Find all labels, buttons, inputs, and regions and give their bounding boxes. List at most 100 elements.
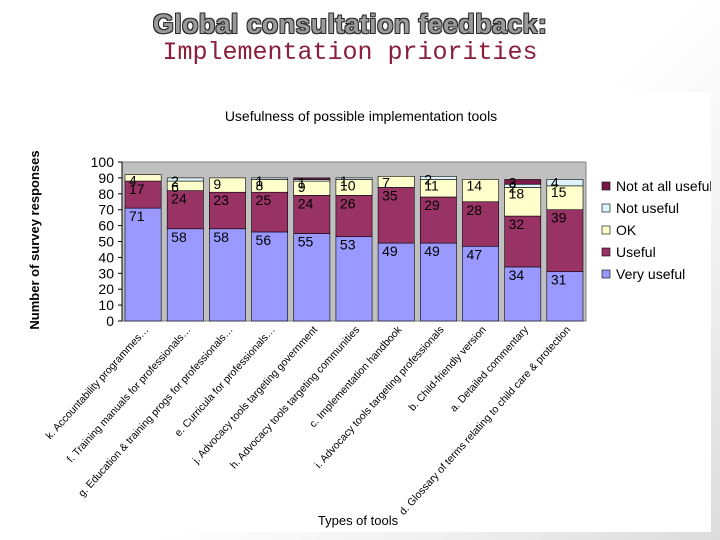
- bar-segment-very-useful: [209, 228, 246, 322]
- bar-segment-useful: [377, 187, 415, 244]
- bar-data-label: 55: [298, 234, 314, 250]
- bar-segment-useful: [335, 195, 373, 238]
- bar-data-label: 35: [382, 187, 398, 203]
- x-tick-label: g. Education & training progs for profes…: [76, 324, 236, 499]
- bar-segment-very-useful: [377, 242, 415, 322]
- bar-data-label: 18: [509, 185, 525, 201]
- chart-title: Usefulness of possible implementation to…: [225, 108, 497, 124]
- legend-label: Very useful: [616, 266, 685, 282]
- bar-segment-very-useful: [335, 236, 373, 322]
- legend-swatch-not-at-all-useful: [601, 181, 611, 191]
- slide-title: Global consultation feedback: Implementa…: [0, 10, 700, 67]
- y-tick-label: 100: [91, 154, 115, 170]
- bar-data-label: 25: [256, 192, 272, 208]
- legend-swatch-very-useful: [601, 269, 611, 279]
- bar-segment-useful: [504, 215, 542, 268]
- bar-data-label: 4: [129, 173, 137, 189]
- y-tick-label: 30: [98, 265, 114, 281]
- bar-data-label: 17: [129, 181, 145, 197]
- y-tick-label: 10: [98, 297, 114, 313]
- bar-data-label: 29: [424, 197, 440, 213]
- legend-label: Useful: [616, 244, 656, 260]
- bar-segment-not-at-all-useful: [504, 179, 542, 185]
- bar-segment-very-useful: [251, 231, 289, 322]
- bar-data-label: 53: [340, 237, 356, 253]
- bar-data-label: 6: [171, 179, 179, 195]
- bar-data-label: 28: [466, 202, 482, 218]
- bar-data-label: 58: [171, 229, 187, 245]
- bar-data-label: 26: [340, 195, 356, 211]
- slide-title-line2: Implementation priorities: [162, 38, 538, 68]
- bar-data-label: 47: [466, 246, 482, 262]
- legend-label: Not useful: [616, 200, 679, 216]
- x-tick-label: a. Detailed commentary: [448, 323, 532, 414]
- y-tick-label: 90: [98, 170, 114, 186]
- bar-segment-not-useful: [166, 177, 204, 182]
- bar-segment-very-useful: [419, 242, 457, 322]
- bar-segment-not-useful: [335, 177, 373, 180]
- bar-data-label: 8: [256, 177, 264, 193]
- bar-data-label: 2: [171, 173, 179, 189]
- legend-swatch-useful: [601, 247, 611, 257]
- bar-data-label: 2: [424, 171, 432, 187]
- legend-label: Not at all useful: [616, 178, 711, 194]
- bar-segment-ok: [462, 179, 499, 203]
- bar-segment-ok: [504, 187, 542, 217]
- bar-data-label: 24: [298, 195, 314, 211]
- bar-data-label: 58: [213, 229, 229, 245]
- y-tick-label: 20: [98, 281, 114, 297]
- bar-data-label: 7: [382, 174, 390, 190]
- bar-segment-useful: [293, 195, 331, 234]
- bar-segment-useful: [546, 209, 584, 273]
- bar-segment-very-useful: [293, 233, 331, 322]
- bar-data-label: 15: [551, 184, 567, 200]
- bar-segment-not-useful: [251, 177, 289, 180]
- bar-segment-not-at-all-useful: [293, 177, 331, 180]
- y-tick-label: 80: [98, 186, 114, 202]
- bar-segment-not-useful: [546, 179, 584, 187]
- bar-data-label: 31: [551, 272, 567, 288]
- y-axis-label: Number of survey responses: [27, 150, 42, 329]
- bar-data-label: 14: [466, 177, 482, 193]
- bar-data-label: 2: [509, 179, 517, 195]
- x-tick-label: b. Child-friendly version: [406, 324, 488, 414]
- bar-data-label: 1: [298, 174, 306, 190]
- bar-segment-useful: [251, 191, 289, 233]
- bar-segment-ok: [209, 177, 246, 193]
- y-tick-label: 0: [106, 313, 114, 329]
- y-tick-label: 60: [98, 218, 114, 234]
- bar-segment-very-useful: [462, 245, 499, 322]
- slide-title-line1: Global consultation feedback:: [152, 9, 548, 39]
- bar-data-label: 1: [256, 173, 264, 189]
- bar-data-label: 9: [298, 179, 306, 195]
- bar-data-label: 34: [509, 267, 525, 283]
- y-tick-label: 50: [98, 234, 114, 250]
- bar-data-label: 56: [256, 232, 272, 248]
- bar-data-label: 32: [509, 216, 525, 232]
- y-tick-label: 40: [98, 249, 114, 265]
- x-axis-label: Types of tools: [318, 513, 399, 528]
- bar-data-label: 23: [213, 192, 229, 208]
- bar-segment-ok: [377, 176, 415, 188]
- bar-data-label: 3: [509, 174, 517, 190]
- bar-data-label: 10: [340, 177, 356, 193]
- legend-label: OK: [616, 222, 637, 238]
- bar-data-label: 71: [129, 208, 145, 224]
- y-tick-label: 70: [98, 202, 114, 218]
- legend-swatch-not-useful: [601, 203, 611, 213]
- bar-segment-not-useful: [419, 176, 457, 180]
- bar-data-label: 9: [213, 176, 221, 192]
- bar-data-label: 1: [340, 173, 348, 189]
- bar-data-label: 49: [382, 243, 398, 259]
- bar-segment-very-useful: [546, 271, 584, 322]
- bar-segment-useful: [419, 196, 457, 244]
- bar-segment-ok: [124, 174, 162, 182]
- bar-segment-useful: [209, 191, 246, 230]
- legend-swatch-ok: [601, 225, 611, 235]
- bar-data-label: 11: [424, 177, 439, 193]
- bar-data-label: 24: [171, 191, 187, 207]
- bar-segment-very-useful: [504, 266, 542, 322]
- bar-data-label: 4: [551, 174, 559, 190]
- chart-panel: Usefulness of possible implementation to…: [6, 92, 713, 532]
- bar-data-label: 49: [424, 243, 440, 259]
